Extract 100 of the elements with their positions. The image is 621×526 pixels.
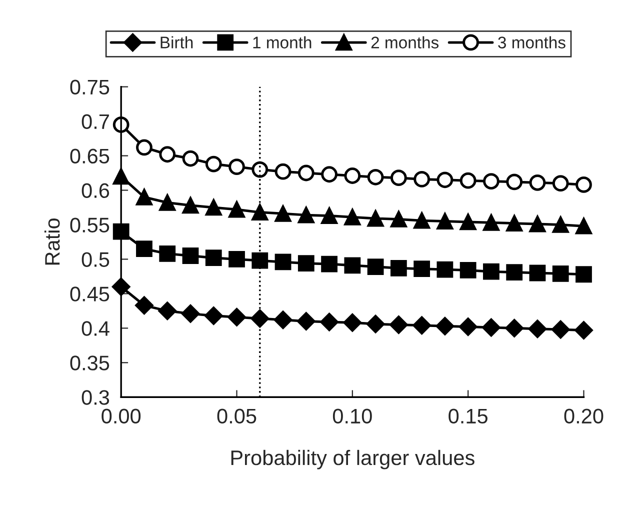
point [344,208,361,226]
point [552,216,569,233]
point [414,212,430,229]
point [390,316,408,334]
point [505,319,524,338]
x-tick-label: 0.10 [332,408,372,424]
point [298,206,314,224]
point [482,318,500,337]
point [436,172,454,188]
point [252,161,268,178]
point [228,251,245,268]
point [182,248,199,264]
y-tick-label: 0.4 [82,321,110,336]
point [552,320,570,339]
point [159,194,176,211]
point [182,150,199,167]
point [274,310,292,329]
legend-label: 2 months [371,36,439,48]
point [112,278,130,296]
point [483,173,500,190]
point [344,257,361,274]
y-tick-label: 0.5 [82,252,110,267]
point [576,176,592,193]
point [460,172,476,189]
point [483,263,500,280]
point [112,223,130,240]
point [414,260,430,278]
point [204,306,223,325]
point [458,318,478,336]
point [205,156,222,172]
point [367,258,384,275]
x-tick-label: 0.15 [448,408,488,424]
point [367,168,384,186]
point [412,316,431,335]
point [136,188,152,206]
y-axis-title: Ratio [44,218,60,265]
point [274,254,292,270]
point [506,264,523,280]
point [274,163,292,180]
legend-label: 3 months [498,36,566,48]
point [321,256,338,272]
point [529,264,546,282]
y-tick-label: 0.65 [70,148,110,164]
point [528,320,547,338]
point [390,170,407,186]
point [112,116,130,133]
point [460,262,476,278]
y-tick-label: 0.6 [82,183,110,198]
point [297,312,316,330]
point [252,204,268,220]
point [136,240,152,258]
point [228,158,245,175]
point [576,218,592,234]
point [367,210,384,227]
point [483,214,500,231]
point [529,174,546,191]
point [158,302,176,320]
point [552,265,569,282]
x-tick-label: 0.20 [564,408,604,424]
x-tick-label: 0.00 [102,408,141,424]
point [159,146,176,163]
point [436,261,454,278]
point [529,216,546,232]
point [274,205,292,222]
point [135,296,154,315]
x-tick-label: 0.05 [217,408,256,424]
point [390,260,407,276]
point [298,255,314,272]
point [228,201,245,218]
point [506,215,523,232]
point [344,168,361,184]
point [414,171,430,188]
point [182,197,199,214]
y-tick-label: 0.55 [70,218,110,232]
point [321,208,338,224]
y-tick-label: 0.3 [82,390,110,405]
point [436,213,454,230]
point [343,314,362,332]
legend-label: Birth [160,36,193,48]
point [576,266,592,283]
point [552,175,569,192]
point [436,316,454,336]
y-tick-label: 0.7 [82,114,109,130]
point [181,304,200,323]
point [460,214,476,230]
y-tick-label: 0.45 [70,286,110,302]
point [574,321,593,340]
point [321,166,338,183]
y-tick-label: 0.75 [70,80,110,95]
point [228,308,246,326]
point [136,139,152,156]
point [250,309,269,328]
point [366,314,385,334]
point [205,199,222,216]
point [506,174,523,190]
point [390,211,407,228]
point [298,164,314,182]
legend-label: 1 month [253,36,312,48]
y-tick-label: 0.35 [70,356,110,370]
point [205,250,222,266]
